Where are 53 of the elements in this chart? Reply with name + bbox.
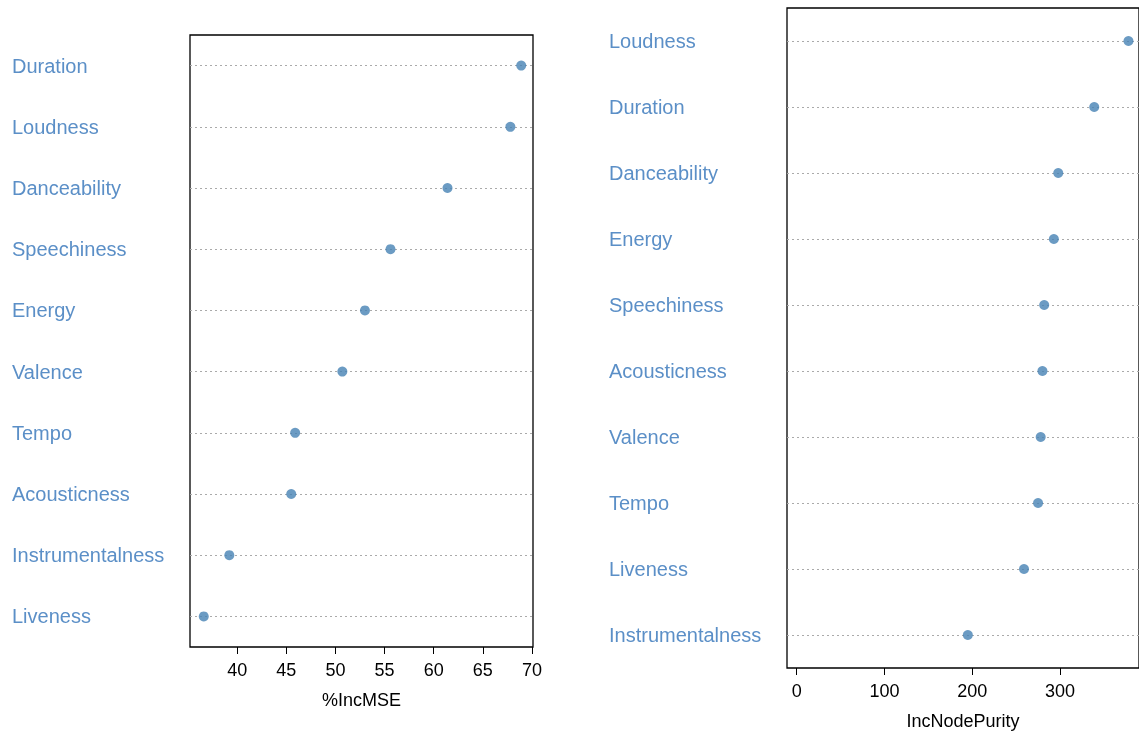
point: [1035, 432, 1046, 442]
y-tick-label: Liveness: [609, 558, 688, 580]
y-tick-label: Liveness: [12, 605, 91, 628]
point: [1037, 366, 1048, 376]
y-tick-label: Energy: [609, 228, 673, 250]
x-tick-label: 40: [227, 660, 248, 680]
point: [516, 60, 527, 71]
y-tick-label: Loudness: [609, 30, 696, 52]
y-tick-label: Duration: [12, 54, 88, 77]
point: [1089, 102, 1100, 112]
point: [442, 183, 453, 193]
x-tick-label: 200: [957, 681, 988, 701]
y-tick-label: Acousticness: [609, 360, 727, 382]
x-tick-label: 0: [791, 681, 802, 701]
y-tick-label: Danceability: [12, 177, 121, 199]
point: [290, 427, 301, 438]
y-tick-label: Acousticness: [12, 483, 130, 505]
x-axis-title: IncNodePurity: [906, 711, 1020, 731]
y-tick-label: Tempo: [12, 421, 73, 444]
point: [337, 366, 348, 377]
y-tick-label: Valence: [609, 426, 680, 448]
point: [1053, 168, 1064, 178]
point: [198, 611, 209, 622]
point: [286, 489, 297, 499]
point: [1019, 564, 1030, 574]
x-tick-label: 60: [423, 660, 444, 680]
point: [1039, 300, 1050, 310]
y-tick-label: Energy: [12, 299, 76, 322]
x-tick-label: 100: [869, 681, 900, 701]
y-tick-label: Loudness: [12, 115, 99, 138]
point: [359, 305, 370, 316]
y-tick-label: Instrumentalness: [609, 624, 762, 646]
point: [224, 550, 235, 561]
point: [1123, 36, 1134, 46]
point: [1033, 498, 1044, 508]
x-tick-label: 70: [522, 660, 543, 680]
y-tick-label: Speechiness: [609, 294, 724, 316]
point: [505, 121, 516, 132]
y-tick-label: Valence: [12, 360, 83, 383]
x-tick-label: 50: [325, 660, 346, 680]
y-tick-label: Tempo: [609, 492, 670, 514]
x-tick-label: 65: [472, 660, 493, 680]
x-tick-label: 300: [1044, 681, 1076, 701]
y-tick-label: Duration: [609, 96, 685, 118]
point: [962, 630, 973, 640]
point: [385, 244, 396, 255]
x-tick-label: 45: [276, 660, 297, 680]
y-tick-label: Speechiness: [12, 238, 127, 261]
x-axis-title: %IncMSE: [321, 690, 402, 710]
y-tick-label: Danceability: [609, 162, 718, 184]
y-tick-label: Instrumentalness: [12, 544, 165, 567]
point: [1048, 234, 1059, 244]
x-tick-label: 55: [374, 660, 395, 680]
